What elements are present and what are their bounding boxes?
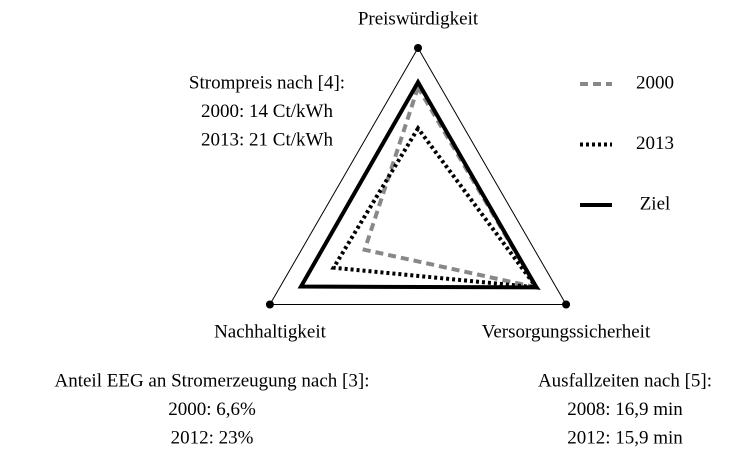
annotation: 2008: 16,9 min bbox=[567, 399, 683, 420]
axis-label: Versorgungssicherheit bbox=[482, 321, 651, 342]
annotation: 2013: 21 Ct/kWh bbox=[201, 129, 333, 150]
axis-vertex bbox=[265, 300, 274, 309]
frame bbox=[269, 46, 567, 305]
axis-vertex bbox=[562, 300, 571, 309]
annotation: 2012: 23% bbox=[171, 427, 254, 448]
annotation: 2000: 14 Ct/kWh bbox=[201, 101, 333, 122]
axis-vertex bbox=[414, 44, 422, 52]
legend-label: Ziel bbox=[640, 193, 671, 214]
legend-label: 2013 bbox=[636, 133, 674, 154]
axis-label: Preiswürdigkeit bbox=[358, 8, 479, 29]
series-polygon bbox=[297, 78, 540, 290]
annotation: 2012: 15,9 min bbox=[567, 427, 683, 448]
legend-label: 2000 bbox=[636, 72, 674, 93]
annotation: Ausfallzeiten nach [5]: bbox=[538, 370, 712, 391]
annotation: 2000: 6,6% bbox=[168, 399, 256, 420]
axis-label: Nachhaltigkeit bbox=[214, 321, 327, 342]
annotation: Anteil EEG an Stromerzeugung nach [3]: bbox=[55, 370, 370, 391]
annotation: Strompreis nach [4]: bbox=[189, 72, 345, 93]
series-polygon bbox=[362, 82, 541, 291]
series-polygon bbox=[330, 124, 541, 290]
